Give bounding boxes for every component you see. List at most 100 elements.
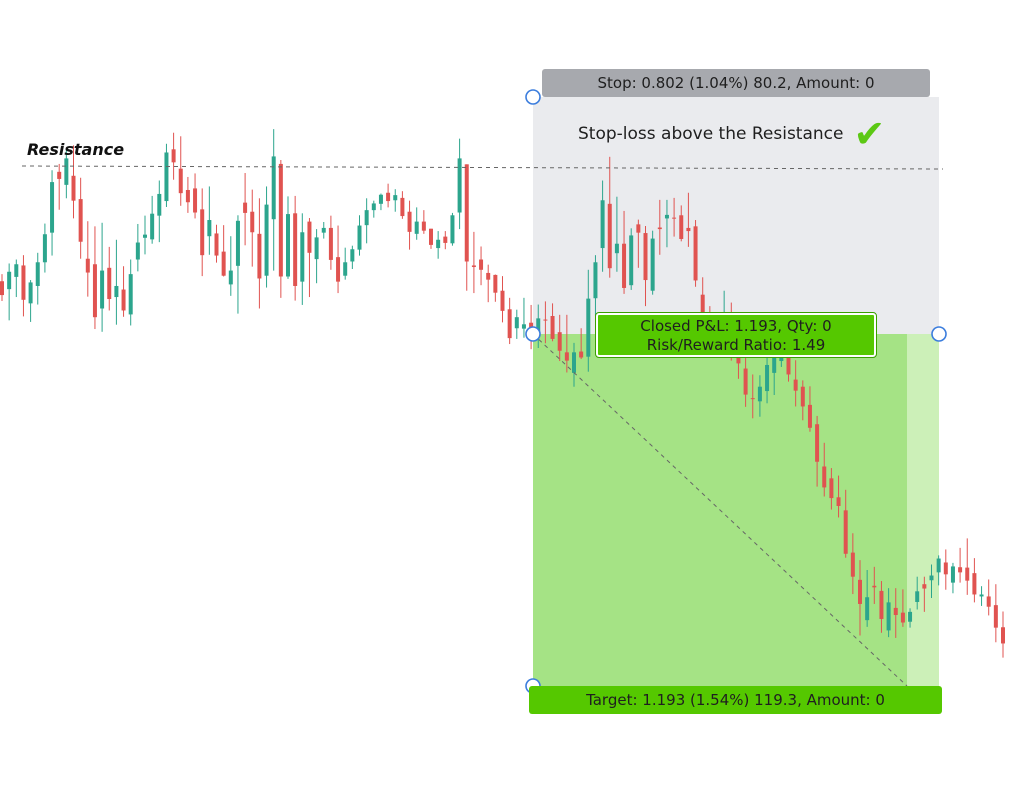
- candle-body: [171, 149, 176, 163]
- candle-body: [64, 158, 69, 185]
- candle-body: [521, 324, 526, 329]
- candle-body: [765, 364, 770, 392]
- stop-loss-note: Stop-loss above the Resistance ✔: [578, 114, 885, 154]
- candle-body: [457, 158, 462, 213]
- candle-body: [250, 211, 255, 233]
- candle-body: [71, 175, 76, 201]
- target-label[interactable]: Target: 1.193 (1.54%) 119.3, Amount: 0: [529, 686, 942, 714]
- candle-body: [400, 197, 405, 217]
- candle-body: [293, 213, 298, 286]
- candle-body: [850, 552, 855, 577]
- candle-body: [893, 607, 898, 616]
- candle-body: [929, 575, 934, 581]
- candle-body: [486, 272, 491, 280]
- candle-body: [593, 262, 598, 299]
- candle-body: [107, 267, 112, 300]
- candle-body: [436, 239, 441, 249]
- candle-body: [750, 398, 755, 400]
- candle-body: [650, 238, 655, 291]
- candle-body: [278, 163, 283, 277]
- candle-body: [943, 562, 948, 575]
- candle-body: [672, 217, 677, 219]
- candle-body: [350, 249, 355, 262]
- candle-body: [0, 281, 4, 296]
- candle-body: [450, 215, 455, 244]
- candle-body: [121, 289, 126, 311]
- candle-body: [92, 264, 97, 318]
- candle-body: [393, 195, 398, 201]
- candle-body: [214, 233, 219, 256]
- candle-body: [28, 282, 33, 304]
- candle-body: [221, 251, 226, 276]
- candle-body: [586, 298, 591, 357]
- candle-body: [128, 274, 133, 315]
- profit-zone-extension: [907, 334, 939, 686]
- candle-body: [271, 156, 276, 220]
- candle-body: [257, 233, 262, 279]
- top-left-handle[interactable]: [525, 89, 541, 105]
- candle-body: [700, 294, 705, 322]
- candlestick-series: [0, 129, 1005, 658]
- candle-body: [836, 497, 841, 506]
- candle-body: [57, 171, 62, 179]
- candle-body: [822, 466, 827, 488]
- candle-body: [386, 192, 391, 202]
- candle-body: [772, 357, 777, 373]
- candle-body: [507, 309, 512, 339]
- stop-label[interactable]: Stop: 0.802 (1.04%) 80.2, Amount: 0: [542, 69, 930, 97]
- candle-body: [915, 591, 920, 602]
- candle-body: [421, 221, 426, 231]
- candle-body: [228, 270, 233, 285]
- candle-body: [328, 227, 333, 260]
- candle-body: [321, 227, 326, 233]
- closed-pnl-label[interactable]: Closed P&L: 1.193, Qty: 0 Risk/Reward Ra…: [595, 312, 877, 358]
- candle-body: [150, 213, 155, 240]
- candle-body: [21, 265, 26, 300]
- candle-body: [407, 211, 412, 232]
- entry-handle[interactable]: [525, 326, 541, 342]
- candle-body: [471, 265, 476, 268]
- candle-body: [843, 510, 848, 554]
- candle-body: [679, 215, 684, 239]
- candle-body: [950, 566, 955, 583]
- candle-body: [464, 164, 469, 262]
- candle-body: [378, 194, 383, 204]
- candle-body: [143, 234, 147, 238]
- candle-body: [793, 379, 798, 391]
- candle-body: [135, 242, 140, 260]
- candle-body: [657, 227, 662, 230]
- candle-body: [636, 224, 641, 233]
- candle-body: [7, 271, 12, 290]
- closed-pnl-text: Closed P&L: 1.193, Qty: 0: [640, 317, 832, 335]
- candle-body: [543, 319, 548, 321]
- candle-body: [936, 558, 941, 573]
- candle-body: [1001, 627, 1005, 644]
- right-handle[interactable]: [931, 326, 947, 342]
- candle-body: [664, 214, 669, 219]
- note-text: Stop-loss above the Resistance: [578, 124, 844, 144]
- candle-body: [336, 257, 341, 282]
- candle-body: [100, 270, 105, 309]
- candle-body: [314, 237, 319, 260]
- candle-body: [886, 602, 891, 631]
- candle-body: [85, 258, 90, 273]
- candle-body: [972, 573, 977, 595]
- candle-body: [815, 424, 820, 462]
- candle-body: [879, 590, 884, 619]
- candle-body: [800, 386, 805, 407]
- candle-body: [207, 220, 212, 237]
- candle-body: [622, 243, 627, 288]
- candle-body: [557, 332, 562, 351]
- candle-body: [865, 597, 870, 621]
- candle-body: [872, 585, 877, 588]
- candle-body: [178, 168, 183, 194]
- candle-body: [200, 209, 205, 256]
- candle-body: [500, 290, 505, 311]
- candle-body: [357, 225, 362, 250]
- candle-body: [364, 210, 369, 226]
- candle-body: [607, 203, 612, 269]
- resistance-line: [21, 165, 944, 170]
- candle-body: [536, 318, 541, 332]
- candle-body: [164, 152, 169, 202]
